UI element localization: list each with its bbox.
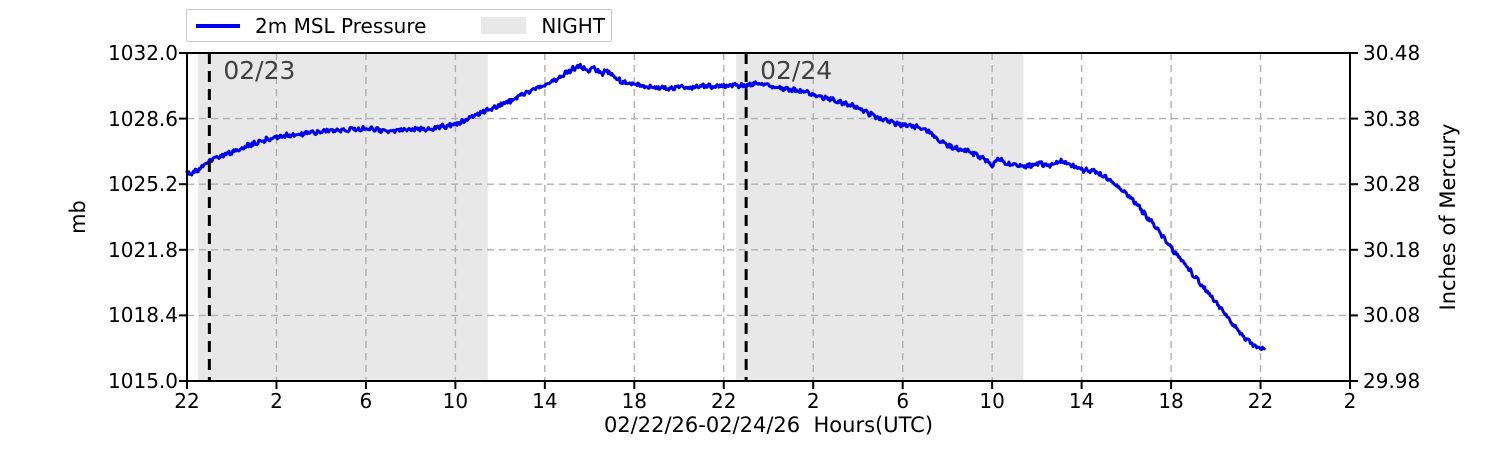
plot-border [186, 52, 1351, 382]
chart-legend: 2m MSL Pressure NIGHT [186, 9, 612, 42]
y-axis-label-left: mb [66, 200, 90, 234]
legend-night-label: NIGHT [541, 13, 606, 38]
night-region [736, 53, 1024, 381]
legend-pressure-label: 2m MSL Pressure [255, 13, 427, 38]
legend-night-swatch-icon [481, 17, 527, 34]
night-region [198, 53, 488, 381]
pressure-curve [185, 62, 1266, 351]
y-axis-label-right: Inches of Mercury [1436, 123, 1460, 311]
legend-pressure-line-icon [196, 23, 240, 28]
x-axis-label: 02/22/26-02/24/26 Hours(UTC) [603, 413, 934, 437]
